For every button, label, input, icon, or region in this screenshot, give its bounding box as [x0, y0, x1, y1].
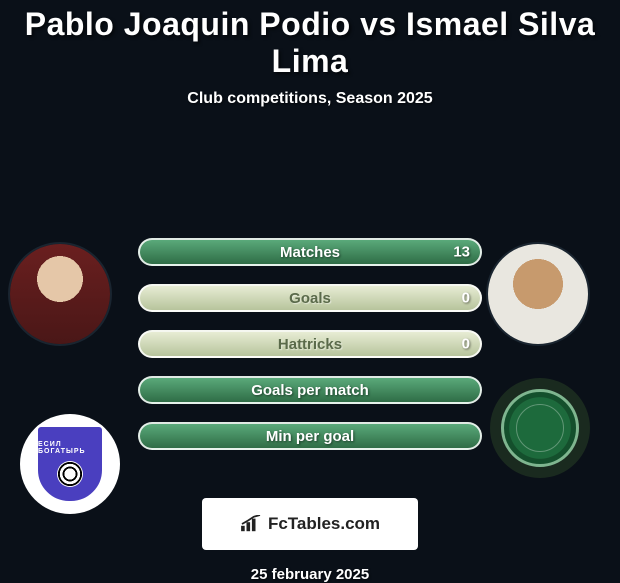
club-logo-left: ЕСИЛ БОГАТЫРЬ — [20, 414, 120, 514]
stat-value-goals: 0 — [462, 290, 470, 307]
stat-bar-min-per-goal: Min per goal — [138, 422, 482, 450]
page-title: Pablo Joaquin Podio vs Ismael Silva Lima — [0, 0, 620, 84]
stat-label-hattricks: Hattricks — [278, 336, 342, 353]
club-shield-right — [501, 389, 579, 467]
date-text: 25 february 2025 — [0, 566, 620, 583]
stat-bar-goals-per-match: Goals per match — [138, 376, 482, 404]
stat-value-hattricks: 0 — [462, 336, 470, 353]
avatar-player-right — [486, 242, 590, 346]
stat-value-matches: 13 — [453, 244, 470, 261]
stat-bar-matches: Matches 13 — [138, 238, 482, 266]
club-shield-left: ЕСИЛ БОГАТЫРЬ — [35, 424, 105, 504]
stats-bars: Matches 13 Goals 0 Hattricks 0 Goals per… — [138, 238, 482, 450]
stat-bar-goals: Goals 0 — [138, 284, 482, 312]
bar-chart-icon — [240, 515, 262, 533]
stat-bar-hattricks: Hattricks 0 — [138, 330, 482, 358]
stat-label-matches: Matches — [280, 244, 340, 261]
club-shield-left-text: ЕСИЛ БОГАТЫРЬ — [38, 441, 102, 455]
stat-label-goals: Goals — [289, 290, 331, 307]
brand-box[interactable]: FcTables.com — [202, 498, 418, 550]
brand-text: FcTables.com — [268, 514, 380, 534]
page-subtitle: Club competitions, Season 2025 — [0, 84, 620, 118]
avatar-right-placeholder — [488, 244, 588, 344]
avatar-player-left — [8, 242, 112, 346]
avatar-left-placeholder — [10, 244, 110, 344]
soccer-ball-icon — [57, 461, 83, 487]
stat-label-gpm: Goals per match — [251, 382, 369, 399]
stat-label-mpg: Min per goal — [266, 428, 354, 445]
club-logo-right — [490, 378, 590, 478]
